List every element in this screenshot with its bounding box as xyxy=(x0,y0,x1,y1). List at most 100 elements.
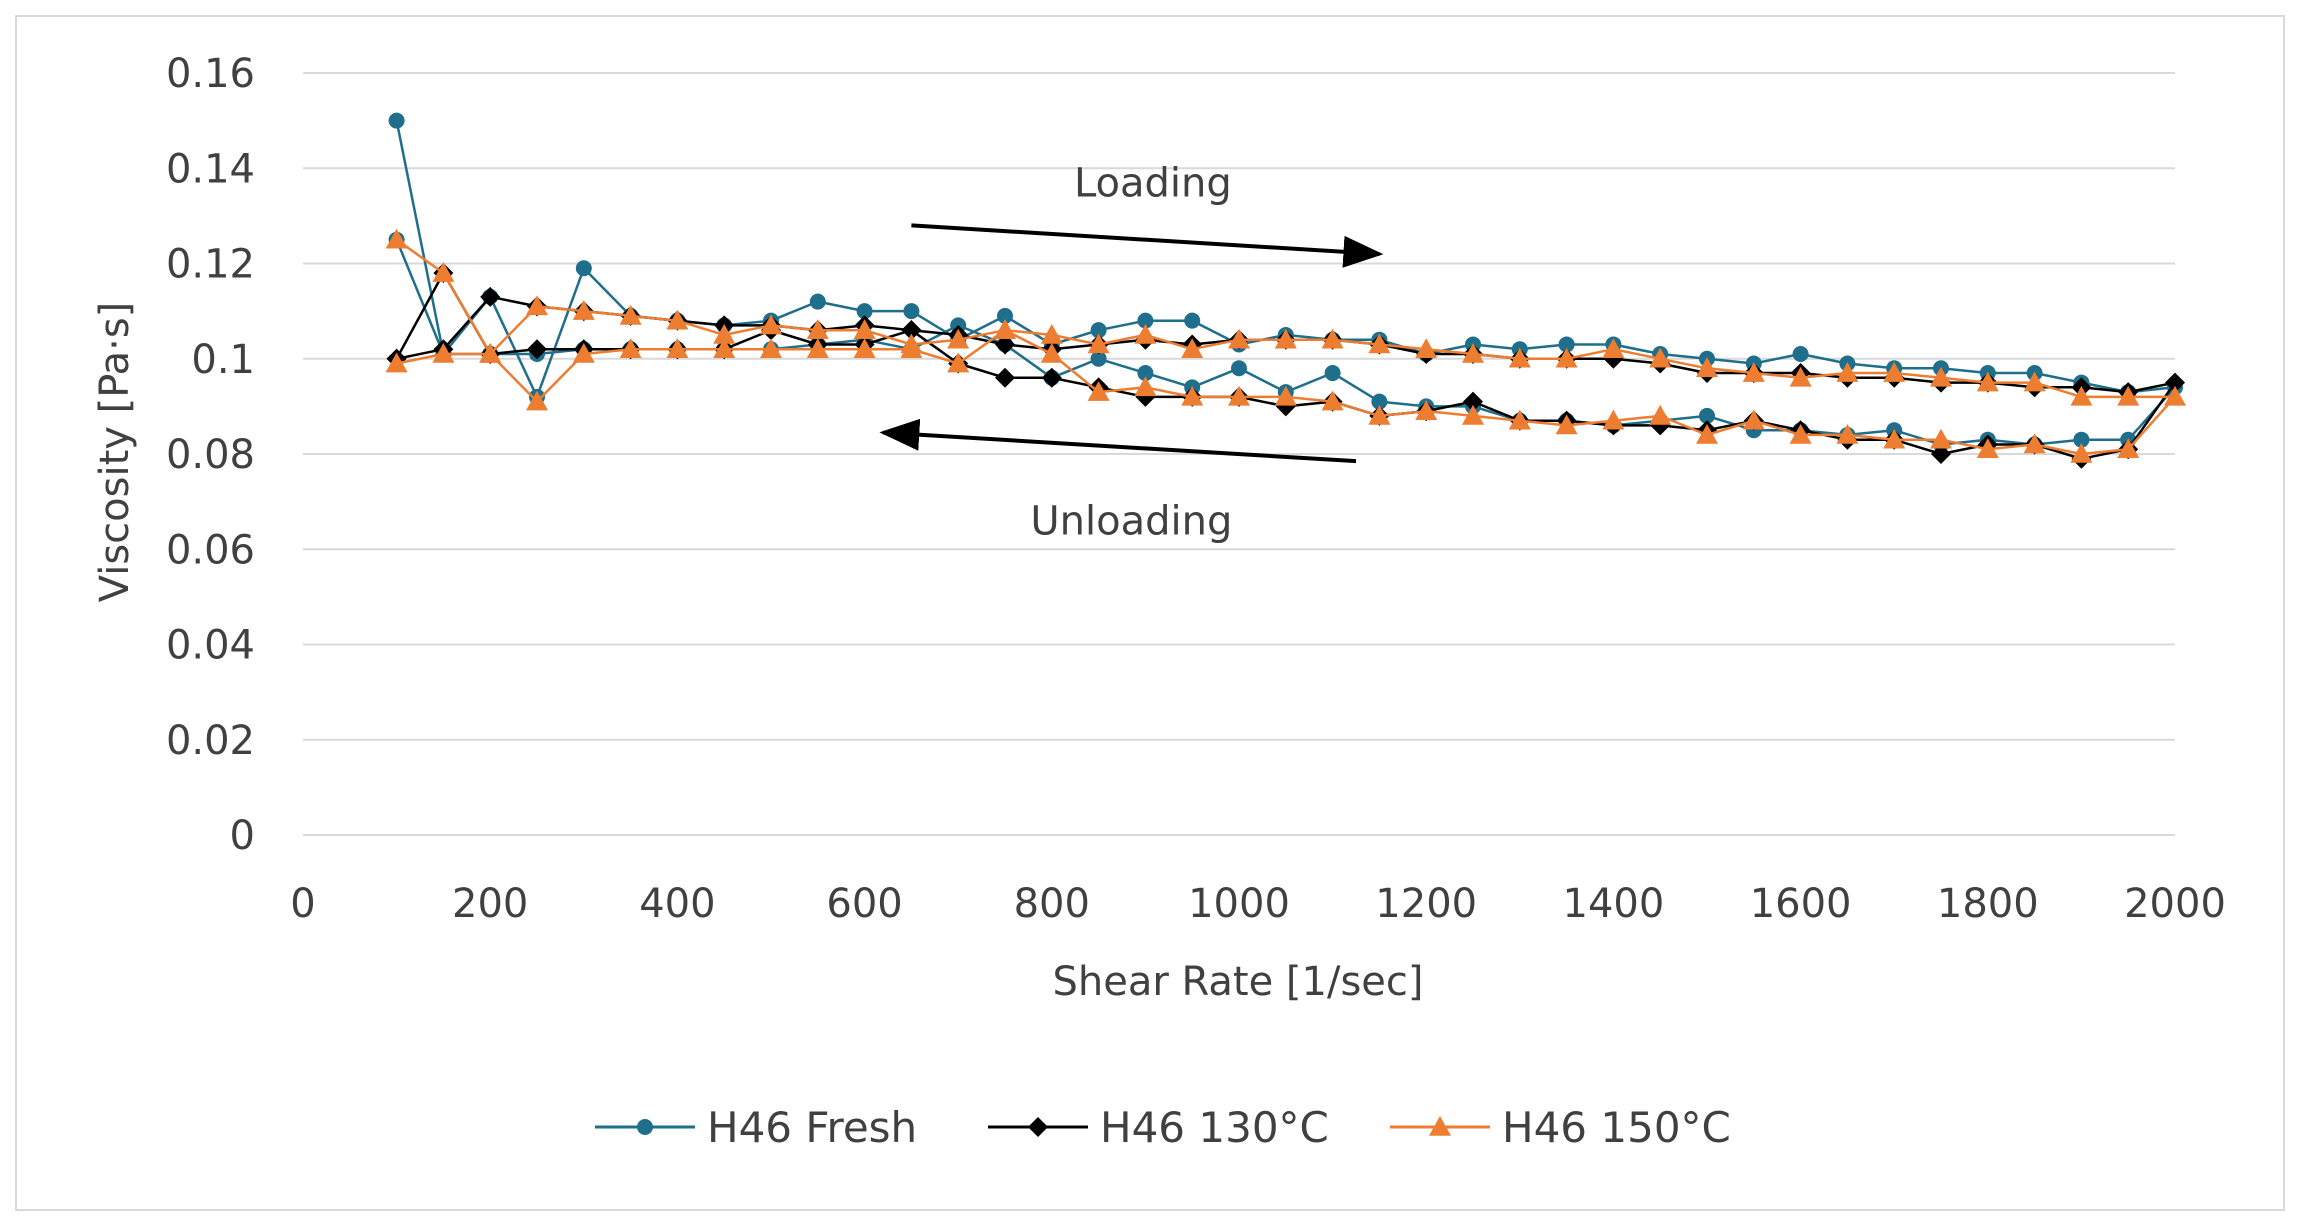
unloading-label: Unloading xyxy=(1030,499,1232,545)
data-point xyxy=(385,352,408,373)
data-point xyxy=(1184,312,1201,329)
data-point xyxy=(1836,423,1859,444)
data-point xyxy=(1508,347,1531,368)
data-point xyxy=(1040,342,1063,363)
data-point xyxy=(900,338,923,359)
data-point xyxy=(526,295,548,316)
data-point xyxy=(385,228,408,249)
data-point xyxy=(2117,385,2140,406)
legend-marker xyxy=(1028,1117,1048,1137)
legend: H46 Fresh H46 130°C H46 150°C xyxy=(595,1103,1731,1152)
x-tick-label: 1600 xyxy=(1750,881,1852,927)
data-point xyxy=(809,293,826,310)
data-point xyxy=(1368,333,1391,354)
data-point xyxy=(1321,328,1344,349)
data-point xyxy=(2023,433,2046,454)
gridlines xyxy=(303,72,2175,836)
data-point xyxy=(853,338,876,359)
data-point xyxy=(1555,414,1578,435)
legend-label: H46 130°C xyxy=(1100,1103,1329,1152)
data-point xyxy=(572,342,595,363)
data-point xyxy=(1228,385,1250,406)
data-point xyxy=(527,339,547,360)
data-point xyxy=(1602,409,1625,430)
data-point xyxy=(997,307,1013,324)
data-point xyxy=(1883,362,1906,382)
series-2 xyxy=(385,228,2186,463)
data-point xyxy=(947,352,970,373)
data-point xyxy=(1134,376,1157,397)
y-tick-label: 0.1 xyxy=(191,337,255,383)
x-tick-label: 200 xyxy=(452,881,528,927)
data-point xyxy=(1463,391,1483,412)
data-point xyxy=(1462,404,1484,425)
data-point xyxy=(1040,323,1063,344)
data-point xyxy=(760,338,782,359)
data-point xyxy=(901,320,922,341)
data-point xyxy=(1836,362,1859,382)
data-point xyxy=(1649,404,1672,425)
data-point xyxy=(994,319,1016,339)
data-point xyxy=(1415,338,1438,359)
y-tick-label: 0.06 xyxy=(166,527,255,573)
data-point xyxy=(1602,338,1625,359)
data-point xyxy=(995,367,1015,388)
data-point xyxy=(2023,371,2046,392)
legend-item: H46 150°C xyxy=(1390,1103,1731,1152)
legend-label: H46 Fresh xyxy=(707,1103,917,1152)
data-point xyxy=(1742,409,1765,430)
data-point xyxy=(619,338,642,359)
data-point xyxy=(1930,428,1952,449)
x-tick-label: 1400 xyxy=(1563,881,1665,927)
data-point xyxy=(1371,393,1388,410)
data-point xyxy=(1228,328,1250,349)
data-point xyxy=(1462,342,1484,363)
data-point xyxy=(713,323,736,344)
y-axis-title: Viscosity [Pa·s] xyxy=(92,302,138,603)
data-point xyxy=(1137,312,1154,329)
data-point xyxy=(1368,404,1391,425)
legend-marker xyxy=(1429,1116,1451,1136)
data-point xyxy=(388,112,405,129)
data-point xyxy=(666,309,689,330)
data-point xyxy=(856,303,873,320)
loading-arrow xyxy=(911,223,1384,268)
x-tick-label: 0 xyxy=(290,881,315,927)
data-point xyxy=(1792,345,1809,362)
x-tick-label: 2000 xyxy=(2124,881,2226,927)
data-point xyxy=(1090,350,1107,367)
data-point xyxy=(806,338,829,359)
data-point xyxy=(1976,438,1999,459)
data-point xyxy=(1415,400,1438,420)
y-tick-label: 0.12 xyxy=(166,242,255,288)
data-point xyxy=(1321,390,1344,411)
data-point xyxy=(1930,366,1952,387)
y-tick-label: 0.14 xyxy=(166,146,255,192)
data-point xyxy=(1181,338,1204,359)
y-tick-label: 0.02 xyxy=(166,718,255,764)
data-point xyxy=(1976,371,1999,392)
data-point xyxy=(526,390,548,411)
unloading-arrow xyxy=(879,418,1357,464)
data-point xyxy=(2165,372,2185,393)
data-point xyxy=(2073,431,2090,448)
legend-marker xyxy=(637,1119,653,1135)
data-point xyxy=(1134,323,1157,344)
x-tick-label: 400 xyxy=(639,881,715,927)
data-point xyxy=(432,262,455,282)
data-point xyxy=(1087,333,1110,354)
data-point xyxy=(1789,366,1812,387)
data-point xyxy=(1231,360,1247,377)
data-point xyxy=(1508,409,1531,430)
data-point xyxy=(760,314,782,335)
data-point xyxy=(853,319,876,339)
data-point xyxy=(2070,385,2093,406)
x-tick-label: 800 xyxy=(1014,881,1090,927)
data-point xyxy=(1041,367,1062,388)
series-group xyxy=(385,112,2186,469)
data-point xyxy=(1699,407,1715,424)
data-point xyxy=(1181,385,1204,406)
y-tick-label: 0.16 xyxy=(166,51,255,97)
data-point xyxy=(1137,365,1154,382)
legend-item: H46 Fresh xyxy=(595,1103,917,1152)
